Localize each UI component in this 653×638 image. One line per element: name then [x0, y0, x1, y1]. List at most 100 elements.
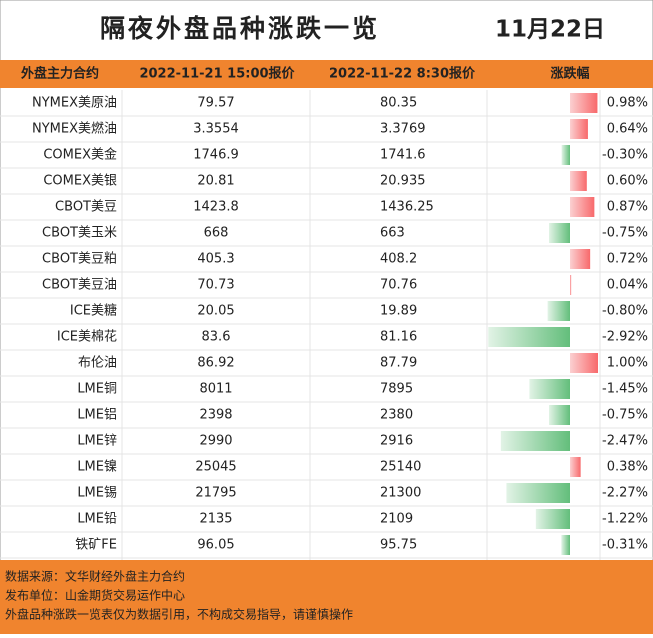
- contract-name: LME锌: [77, 434, 117, 449]
- change-label: 0.87%: [607, 200, 648, 215]
- change-bar: [547, 301, 570, 321]
- prev-price: 3.3554: [193, 122, 239, 137]
- now-price: 81.16: [380, 330, 417, 345]
- change-bar: [570, 197, 595, 217]
- prev-price: 668: [204, 226, 229, 241]
- now-price: 2916: [380, 434, 413, 449]
- column-header: 涨跌幅: [549, 66, 589, 82]
- prev-price: 70.73: [197, 278, 234, 293]
- now-price: 2109: [380, 512, 413, 527]
- now-price: 663: [380, 226, 405, 241]
- change-label: -2.47%: [602, 434, 648, 449]
- now-price: 21300: [380, 486, 421, 501]
- footer: [0, 560, 653, 634]
- change-label: 0.04%: [607, 278, 648, 293]
- contract-name: LME锡: [77, 486, 117, 501]
- change-bar: [570, 119, 588, 139]
- contract-name: ICE美糖: [70, 303, 117, 319]
- contract-name: ICE美棉花: [57, 329, 117, 345]
- change-label: 1.00%: [607, 356, 648, 371]
- change-label: 0.72%: [607, 252, 648, 267]
- contract-name: LME镍: [77, 460, 117, 475]
- change-bar: [549, 223, 570, 243]
- prev-price: 2990: [199, 434, 232, 449]
- contract-name: CBOT美豆: [55, 200, 117, 215]
- prev-price: 83.6: [202, 330, 231, 345]
- change-bar: [488, 327, 570, 347]
- change-label: -2.92%: [602, 330, 648, 345]
- prev-price: 405.3: [197, 252, 234, 267]
- change-label: -1.45%: [602, 382, 648, 397]
- change-bar: [529, 379, 570, 399]
- prev-price: 1746.9: [193, 148, 239, 163]
- now-price: 80.35: [380, 96, 417, 111]
- change-bar: [570, 171, 587, 191]
- change-label: -0.75%: [602, 408, 648, 423]
- contract-name: LME铅: [77, 512, 117, 527]
- contract-name: COMEX美金: [43, 147, 117, 163]
- change-bar: [570, 249, 591, 269]
- change-bar: [500, 431, 570, 451]
- change-bar: [570, 353, 598, 373]
- prev-price: 8011: [199, 382, 232, 397]
- contract-name: LME铝: [77, 408, 117, 423]
- change-bar: [561, 535, 570, 555]
- prev-price: 20.81: [197, 174, 234, 189]
- prev-price: 25045: [195, 460, 236, 475]
- change-bar: [570, 457, 581, 477]
- change-bar: [570, 93, 598, 113]
- now-price: 19.89: [380, 304, 417, 319]
- contract-name: 布伦油: [78, 356, 117, 371]
- now-price: 20.935: [380, 174, 426, 189]
- contract-name: CBOT美豆油: [42, 278, 117, 293]
- column-header: 2022-11-22 8:30报价: [329, 67, 476, 82]
- change-label: -0.80%: [602, 304, 648, 319]
- change-label: 0.98%: [607, 96, 648, 111]
- prev-price: 86.92: [197, 356, 234, 371]
- prev-price: 20.05: [197, 304, 234, 319]
- prev-price: 21795: [195, 486, 236, 501]
- change-label: -1.22%: [602, 512, 648, 527]
- footer-line: 数据来源：文华财经外盘主力合约: [5, 569, 185, 584]
- date: 11月22日: [495, 17, 605, 43]
- footer-line: 外盘品种涨跌一览表仅为数据引用，不构成交易指导，请谨慎操作: [5, 607, 353, 622]
- change-label: -0.30%: [602, 148, 648, 163]
- change-label: -2.27%: [602, 486, 648, 501]
- change-label: 0.38%: [607, 460, 648, 475]
- change-bar: [535, 509, 570, 529]
- now-price: 408.2: [380, 252, 417, 267]
- prev-price: 79.57: [197, 96, 234, 111]
- now-price: 1436.25: [380, 200, 434, 215]
- contract-name: NYMEX美原油: [32, 96, 117, 111]
- now-price: 25140: [380, 460, 421, 475]
- prev-price: 96.05: [197, 538, 234, 553]
- now-price: 95.75: [380, 538, 417, 553]
- now-price: 87.79: [380, 356, 417, 371]
- change-label: 0.64%: [607, 122, 648, 137]
- change-bar: [549, 405, 570, 425]
- footer-line: 发布单位：山金期货交易运作中心: [5, 588, 185, 603]
- change-bar: [570, 275, 572, 295]
- contract-name: 铁矿FE: [75, 538, 117, 553]
- header-row: [0, 60, 653, 88]
- contract-name: NYMEX美燃油: [32, 121, 117, 137]
- change-label: -0.75%: [602, 226, 648, 241]
- now-price: 7895: [380, 382, 413, 397]
- now-price: 70.76: [380, 278, 417, 293]
- contract-name: CBOT美玉米: [42, 226, 117, 241]
- contract-name: CBOT美豆粕: [42, 252, 117, 267]
- change-bar: [506, 483, 570, 503]
- contract-name: COMEX美银: [43, 174, 117, 189]
- column-header: 外盘主力合约: [20, 66, 99, 82]
- change-label: 0.60%: [607, 174, 648, 189]
- change-label: -0.31%: [602, 538, 648, 553]
- now-price: 3.3769: [380, 122, 426, 137]
- prev-price: 2398: [199, 408, 232, 423]
- now-price: 2380: [380, 408, 413, 423]
- change-bar: [561, 145, 570, 165]
- contract-name: LME铜: [77, 382, 117, 397]
- title: 隔夜外盘品种涨跌一览: [100, 14, 380, 43]
- prev-price: 1423.8: [193, 200, 239, 215]
